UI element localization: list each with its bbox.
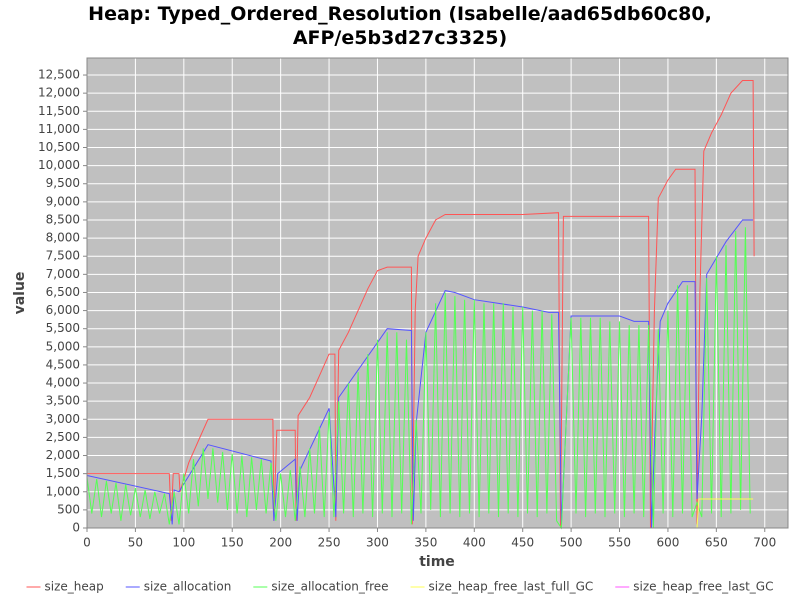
x-tick-label: 600 xyxy=(656,536,679,550)
x-axis-title: time xyxy=(419,554,455,570)
y-tick-label: 7,500 xyxy=(46,249,80,263)
y-tick-label: 5,000 xyxy=(46,339,80,353)
x-tick-label: 500 xyxy=(560,536,583,550)
chart-title: Heap: Typed_Ordered_Resolution (Isabelle… xyxy=(88,3,712,49)
y-tick-label: 8,000 xyxy=(46,231,80,245)
x-tick-label: 250 xyxy=(318,536,341,550)
x-tick-label: 650 xyxy=(705,536,728,550)
x-tick-label: 0 xyxy=(83,536,91,550)
x-tick-label: 50 xyxy=(128,536,143,550)
y-tick-label: 2,500 xyxy=(46,430,80,444)
x-tick-label: 400 xyxy=(463,536,486,550)
y-tick-label: 4,500 xyxy=(46,357,80,371)
y-tick-label: 12,000 xyxy=(38,86,80,100)
x-tick-label: 350 xyxy=(414,536,437,550)
y-tick-label: 10,500 xyxy=(38,140,80,154)
y-tick-label: 1,500 xyxy=(46,466,80,480)
series-line xyxy=(86,227,751,530)
y-tick-label: 3,000 xyxy=(46,412,80,426)
y-tick-label: 10,000 xyxy=(38,158,80,172)
x-tick-label: 200 xyxy=(269,536,292,550)
y-tick-label: 6,000 xyxy=(46,303,80,317)
plot-area xyxy=(87,58,788,528)
y-tick-label: 9,000 xyxy=(46,194,80,208)
y-tick-label: 5,500 xyxy=(46,321,80,335)
y-tick-label: 7,000 xyxy=(46,267,80,281)
y-tick-label: 6,500 xyxy=(46,285,80,299)
y-tick-label: 2,000 xyxy=(46,448,80,462)
y-tick-label: 500 xyxy=(57,502,80,516)
y-tick-label: 11,000 xyxy=(38,122,80,136)
plot-border xyxy=(86,57,789,529)
y-tick-label: 0 xyxy=(72,521,80,535)
x-tick-label: 450 xyxy=(511,536,534,550)
x-tick-label: 300 xyxy=(366,536,389,550)
y-tick-label: 4,000 xyxy=(46,376,80,390)
legend-label: size_allocation xyxy=(144,580,232,594)
y-tick-label: 11,500 xyxy=(38,104,80,118)
legend: size_heap size_allocation size_allocation_… xyxy=(26,580,773,594)
x-tick-label: 700 xyxy=(753,536,776,550)
legend-label: size_heap xyxy=(45,580,104,594)
y-tick-label: 8,500 xyxy=(46,212,80,226)
legend-label: size_heap_free_last_full_GC xyxy=(429,580,594,594)
y-tick-label: 12,500 xyxy=(38,68,80,82)
y-axis-title: value xyxy=(12,272,28,315)
legend-label: size_heap_free_last_GC xyxy=(633,580,773,594)
legend-label: size_allocation_free xyxy=(271,580,388,594)
y-tick-label: 1,000 xyxy=(46,484,80,498)
x-tick-label: 150 xyxy=(221,536,244,550)
x-tick-label: 550 xyxy=(608,536,631,550)
y-tick-label: 9,500 xyxy=(46,176,80,190)
y-tick-label: 3,500 xyxy=(46,394,80,408)
x-tick-label: 100 xyxy=(172,536,195,550)
